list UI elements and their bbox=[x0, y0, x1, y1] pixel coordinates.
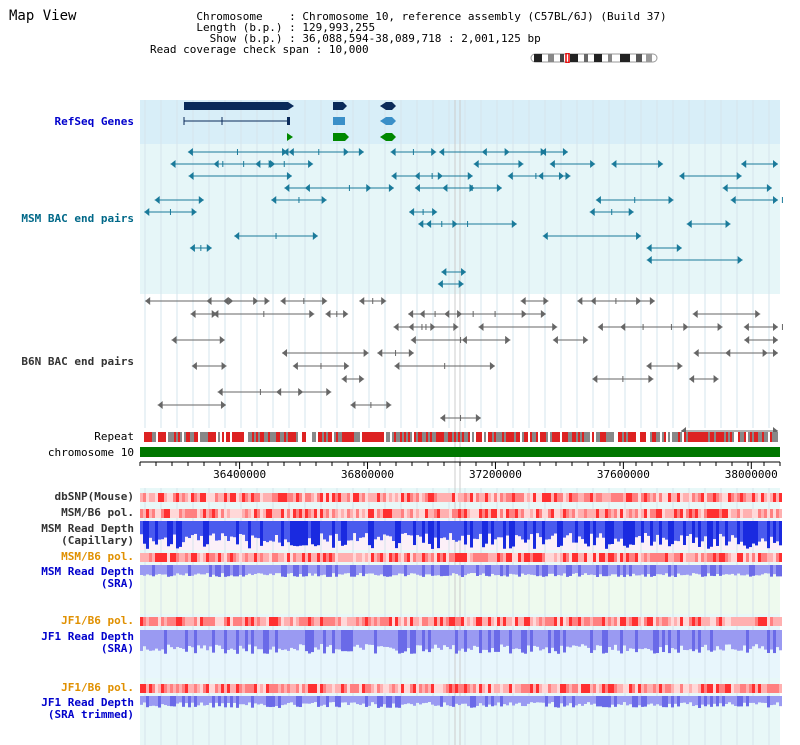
track-label-refseq[interactable]: RefSeq Genes bbox=[54, 115, 134, 128]
length-row: Length (b.p.) : 129,993,255 bbox=[196, 21, 376, 34]
chromosome-info: Chromosome : Chromosome 10, reference as… bbox=[150, 11, 667, 55]
refseq-track bbox=[183, 102, 396, 141]
track-label-msm-depth-sra-sub: (SRA) bbox=[100, 577, 134, 590]
axis-tick-label: 38000000 bbox=[724, 468, 778, 481]
track-label-msm-b6-pol-2[interactable]: MSM/B6 pol. bbox=[61, 550, 134, 563]
track-label-jf1-depth-trimmed-sub: (SRA trimmed) bbox=[47, 708, 134, 721]
show-row: Show (b.p.) : 36,088,594-38,089,718 : 2,… bbox=[209, 32, 541, 45]
show-label: Show (b.p.) bbox=[209, 32, 283, 45]
coverage-label: Read coverage check span bbox=[150, 43, 309, 56]
track-label-msm-depth-sra[interactable]: MSM Read Depth bbox=[41, 565, 134, 578]
page-title: Map View bbox=[9, 8, 77, 24]
chromosome-bar bbox=[140, 447, 780, 457]
track-label-msm-b6-pol-1[interactable]: MSM/B6 pol. bbox=[61, 506, 134, 519]
chromosome-label: Chromosome bbox=[196, 10, 263, 23]
heat-tracks bbox=[140, 493, 782, 708]
axis-tick-label: 37200000 bbox=[468, 468, 522, 481]
track-label-dbsnp[interactable]: dbSNP(Mouse) bbox=[54, 490, 134, 503]
track-label-jf1-depth-sra[interactable]: JF1 Read Depth bbox=[41, 630, 134, 643]
axis-tick-label: 36400000 bbox=[213, 468, 267, 481]
axis-tick-label: 37600000 bbox=[596, 468, 650, 481]
msm-bac-track bbox=[144, 148, 783, 288]
track-label-msm-depth-capillary[interactable]: MSM Read Depth bbox=[41, 522, 134, 535]
track-label-jf1-b6-pol-2[interactable]: JF1/B6 pol. bbox=[61, 681, 134, 694]
track-label-jf1-depth-trimmed[interactable]: JF1 Read Depth bbox=[41, 696, 134, 709]
track-label-jf1-b6-pol-1[interactable]: JF1/B6 pol. bbox=[61, 614, 134, 627]
length-label: Length (b.p.) bbox=[196, 21, 283, 34]
coverage-value: 10,000 bbox=[328, 43, 369, 56]
axis-tick-label: 36800000 bbox=[341, 468, 395, 481]
track-label-chromosome[interactable]: chromosome 10 bbox=[47, 446, 134, 459]
chromosome-row: Chromosome : Chromosome 10, reference as… bbox=[196, 10, 667, 23]
track-label-repeat[interactable]: Repeat bbox=[94, 430, 134, 443]
chromosome-value: Chromosome 10, reference assembly (C57BL… bbox=[302, 10, 667, 23]
coverage-row: Read coverage check span : 10,000 bbox=[150, 43, 369, 56]
track-label-msm-depth-capillary-sub: (Capillary) bbox=[61, 534, 134, 547]
track-label-jf1-depth-sra-sub: (SRA) bbox=[100, 642, 134, 655]
track-label-b6n-bac[interactable]: B6N BAC end pairs bbox=[21, 355, 134, 368]
track-label-msm-bac[interactable]: MSM BAC end pairs bbox=[21, 212, 134, 225]
b6n-bac-track bbox=[145, 297, 783, 435]
repeat-track bbox=[140, 432, 780, 442]
chromosome-ideogram[interactable] bbox=[530, 53, 658, 63]
show-value: 36,088,594-38,089,718 : 2,001,125 bp bbox=[302, 32, 541, 45]
length-value: 129,993,255 bbox=[302, 21, 376, 34]
